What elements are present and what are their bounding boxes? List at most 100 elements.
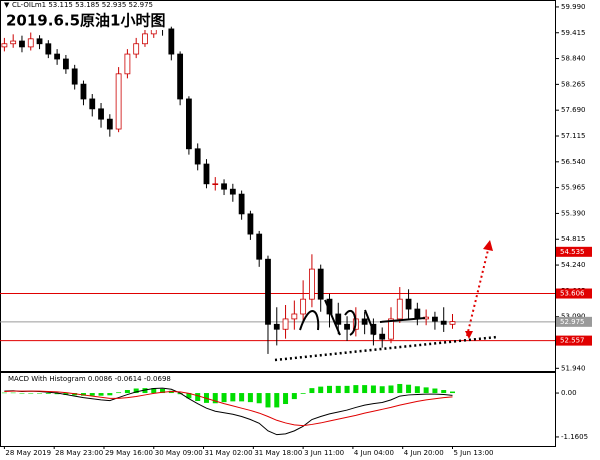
candle-body xyxy=(133,43,140,55)
candle-body xyxy=(212,183,219,186)
histogram-bar xyxy=(397,383,403,394)
histogram-bar xyxy=(274,393,280,408)
x-tick-label: 28 May 23:00 xyxy=(55,449,103,457)
histogram-bar xyxy=(80,393,86,396)
candle-body xyxy=(203,163,210,185)
level-label: 52.557 xyxy=(560,337,585,345)
candle-body xyxy=(229,188,236,195)
candle-body xyxy=(440,320,447,325)
candle-body xyxy=(89,98,96,110)
level-label: 52.975 xyxy=(560,318,585,326)
histogram-bar xyxy=(10,392,16,394)
histogram-bar xyxy=(221,393,227,403)
histogram-bar xyxy=(265,393,271,408)
histogram-bar xyxy=(19,393,25,394)
candle-body xyxy=(10,40,17,45)
macd-line xyxy=(4,387,453,436)
up-arrow-head xyxy=(483,240,493,251)
histogram-bar xyxy=(1,392,7,394)
y-tick-label: 54.815 xyxy=(561,235,586,243)
candle-body xyxy=(300,298,307,315)
x-tick-label: 4 Jun 04:00 xyxy=(354,449,394,457)
histogram-bar xyxy=(230,393,236,402)
histogram-bar xyxy=(37,393,43,394)
histogram-bar xyxy=(432,388,438,394)
histogram-bar xyxy=(362,385,368,394)
x-tick-label: 31 May 02:00 xyxy=(205,449,253,457)
candle-body xyxy=(124,53,131,75)
histogram-bar xyxy=(247,393,253,403)
signature-scribble xyxy=(299,299,426,336)
y-tick-label: 55.390 xyxy=(561,209,586,217)
y-tick-label: 57.690 xyxy=(561,106,586,114)
candle-body xyxy=(36,38,43,45)
candle-body xyxy=(71,68,78,85)
candle-body xyxy=(309,268,315,300)
histogram-bar xyxy=(116,392,122,394)
symbol-header: CL-OILm1 53.115 53.185 52.935 52.975 xyxy=(12,1,153,9)
histogram-bar xyxy=(370,385,376,394)
histogram-bar xyxy=(124,390,130,394)
x-tick-label: 4 Jun 20:00 xyxy=(404,449,444,457)
histogram-bar xyxy=(283,393,289,405)
plot-area: 59.990 59.415 58.840 58.265 57.690 57.115 56.5… xyxy=(0,3,592,457)
chart-title: 2019.6.5原油1小时图 xyxy=(6,12,165,30)
title-bg xyxy=(4,10,166,30)
level-label: 54.535 xyxy=(560,248,585,256)
y-tick-label: 59.415 xyxy=(561,29,586,37)
macd-label: MACD With Histogram 0.0086 -0.0614 -0.06… xyxy=(8,375,171,383)
candle-body xyxy=(317,268,324,300)
candle-body xyxy=(168,28,175,55)
price-frame xyxy=(0,0,556,372)
level-label-bg xyxy=(556,335,592,346)
y-tick-label: 0.00 xyxy=(561,389,577,397)
candle-body xyxy=(115,73,122,130)
y-tick-label: -1.1605 xyxy=(561,433,588,441)
histogram-bar xyxy=(441,390,447,394)
x-tick-label: 5 Jun 13:00 xyxy=(453,449,493,457)
histogram-bar xyxy=(353,385,359,394)
level-label-bg xyxy=(556,288,592,299)
histogram-bar xyxy=(414,386,420,394)
histogram-bar xyxy=(89,393,95,396)
candle-body xyxy=(414,308,421,320)
candle-body xyxy=(388,318,394,340)
candle-body xyxy=(98,108,104,120)
candle-body xyxy=(19,40,25,48)
arrow-glyph: ▼ xyxy=(4,1,10,9)
histogram-bar xyxy=(98,393,104,396)
histogram-bar xyxy=(186,393,192,399)
candle-body xyxy=(238,193,245,215)
candle-body xyxy=(62,58,69,70)
histogram-bar xyxy=(151,388,157,394)
histogram-bar xyxy=(54,393,60,395)
histogram-bar xyxy=(406,384,412,394)
x-tick-label: 28 May 2019 xyxy=(5,449,51,457)
x-tick-label: 3 Jun 11:00 xyxy=(304,449,344,457)
y-tick-label: 58.265 xyxy=(561,80,586,88)
level-label-bg xyxy=(556,316,592,327)
candle-body xyxy=(54,53,61,60)
histogram-bar xyxy=(300,393,306,394)
x-tick-label: 31 May 18:00 xyxy=(254,449,302,457)
histogram-bar xyxy=(379,386,385,394)
histogram-bar xyxy=(133,388,139,394)
histogram-bar xyxy=(335,385,341,394)
macd-frame xyxy=(0,372,556,447)
candle-body xyxy=(1,43,8,48)
x-tick-label: 29 May 16:00 xyxy=(105,449,153,457)
candle-body xyxy=(405,298,412,310)
candle-body xyxy=(396,298,403,320)
histogram-bar xyxy=(142,388,148,394)
candle-body xyxy=(432,316,438,322)
histogram-bar xyxy=(309,388,315,394)
level-label: 53.606 xyxy=(560,290,585,298)
candle-body xyxy=(142,33,148,45)
candle-body xyxy=(45,43,52,55)
candle-body xyxy=(106,118,113,130)
y-tick-label: 56.540 xyxy=(561,158,586,166)
histogram-bar xyxy=(45,393,51,394)
histogram-bar xyxy=(195,393,201,401)
